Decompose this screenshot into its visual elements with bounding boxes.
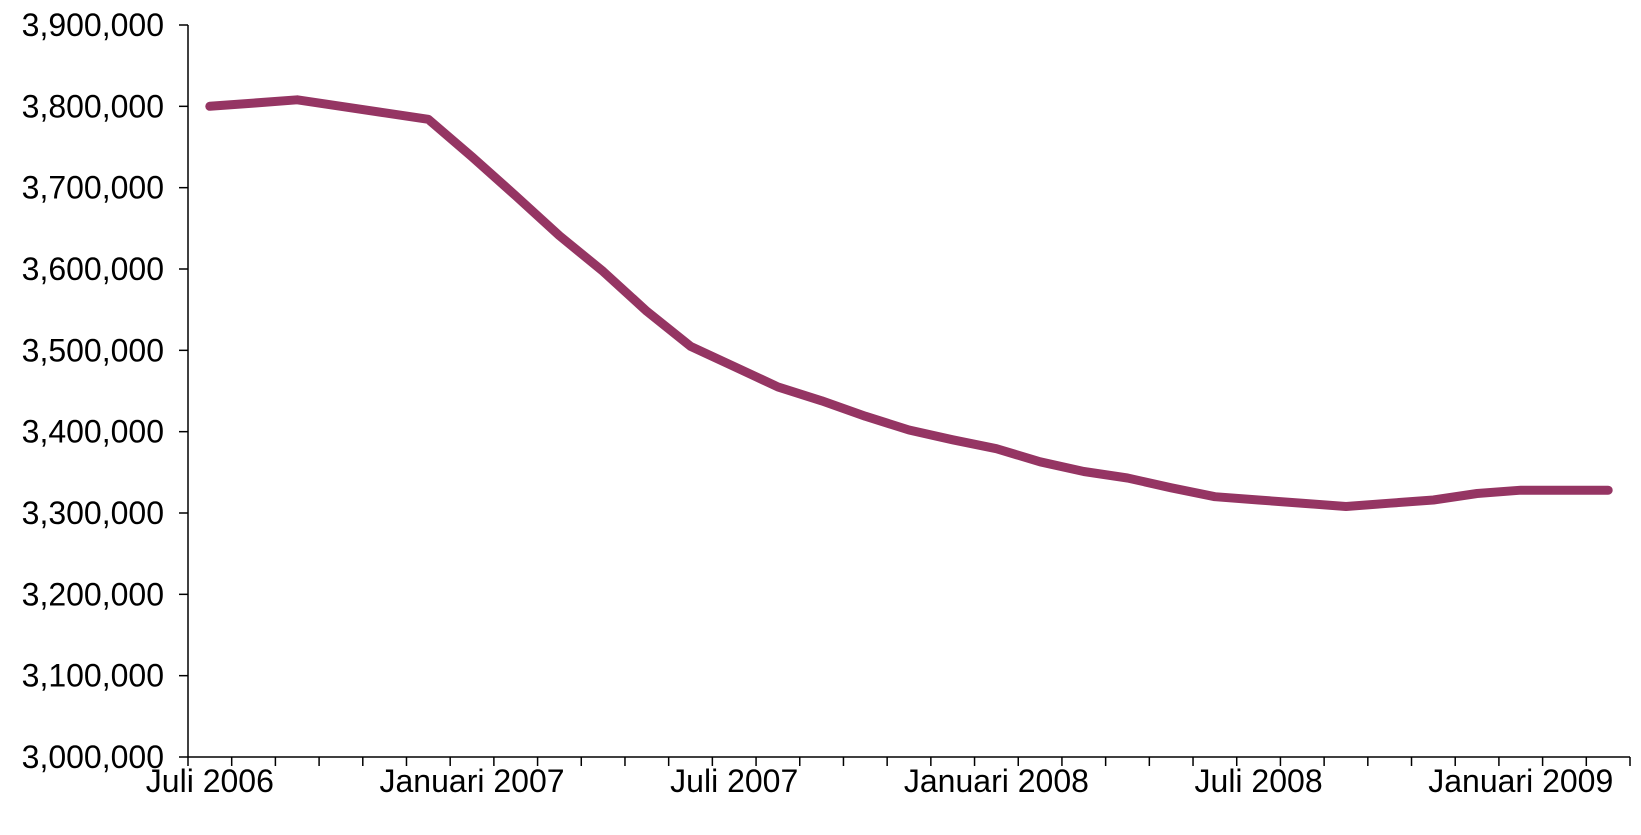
data-point <box>1520 489 1522 491</box>
data-point <box>209 105 211 107</box>
y-tick-label: 3,900,000 <box>22 7 164 43</box>
y-tick-label: 3,100,000 <box>22 658 164 694</box>
series-group <box>205 95 1613 511</box>
x-tick-label: Juli 2008 <box>1195 763 1323 799</box>
y-tick-label: 3,600,000 <box>22 251 164 287</box>
data-point <box>296 99 298 101</box>
y-tick-label: 3,500,000 <box>22 332 164 368</box>
data-point <box>952 439 954 441</box>
data-point <box>384 112 386 114</box>
data-point <box>1563 489 1565 491</box>
x-tick-label: Januari 2008 <box>904 763 1089 799</box>
x-tick-label: Januari 2009 <box>1428 763 1613 799</box>
data-point <box>1389 502 1391 504</box>
data-point <box>1258 499 1260 501</box>
data-point <box>515 195 517 197</box>
data-point <box>1083 471 1085 473</box>
data-point <box>908 429 910 431</box>
data-point <box>777 386 779 388</box>
data-point <box>1039 461 1041 463</box>
x-ticks: Juli 2006 Januari 2007 Juli 2007 Januari 20… <box>146 757 1631 799</box>
axes <box>187 25 1630 758</box>
y-tick-label: 3,200,000 <box>22 576 164 612</box>
data-point <box>471 156 473 158</box>
x-tick-label: Juli 2006 <box>146 763 274 799</box>
x-tick-label: Juli 2007 <box>670 763 798 799</box>
y-tick-label: 3,000,000 <box>22 739 164 775</box>
data-point <box>253 102 255 104</box>
data-point <box>995 448 997 450</box>
data-point <box>1301 502 1303 504</box>
data-point <box>558 235 560 237</box>
data-point <box>1126 477 1128 479</box>
data-point <box>646 310 648 312</box>
data-point <box>1170 487 1172 489</box>
data-point <box>1345 505 1347 507</box>
series-line <box>205 95 1613 511</box>
y-tick-label: 3,400,000 <box>22 414 164 450</box>
y-tick-label: 3,800,000 <box>22 88 164 124</box>
data-point <box>427 118 429 120</box>
data-point <box>733 366 735 368</box>
data-point <box>690 345 692 347</box>
y-ticks: 3,000,000 3,100,000 3,200,000 3,300,000 3,40… <box>22 7 188 775</box>
data-point <box>1214 496 1216 498</box>
data-point <box>1432 499 1434 501</box>
data-point <box>1476 492 1478 494</box>
data-point <box>340 105 342 107</box>
data-point <box>821 400 823 402</box>
data-point <box>1607 489 1609 491</box>
x-tick-label: Januari 2007 <box>380 763 565 799</box>
data-point <box>602 270 604 272</box>
y-tick-label: 3,300,000 <box>22 495 164 531</box>
y-tick-label: 3,700,000 <box>22 170 164 206</box>
data-point <box>864 415 866 417</box>
